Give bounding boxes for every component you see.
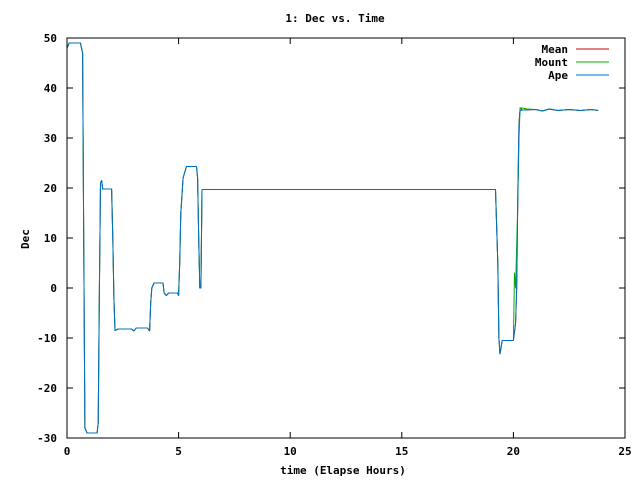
y-tick-label: 40	[44, 82, 57, 95]
series-line-ape	[66, 42, 599, 434]
x-tick-label: 25	[618, 445, 631, 458]
plot-frame	[66, 37, 626, 439]
x-tick-label: 5	[175, 445, 182, 458]
y-tick-label: 50	[44, 32, 57, 45]
x-tick-label: 0	[64, 445, 71, 458]
legend-label-mount: Mount	[535, 56, 568, 69]
y-tick-label: -20	[37, 382, 57, 395]
x-tick-label: 10	[284, 445, 297, 458]
y-tick-label: 0	[50, 282, 57, 295]
chart-title: 1: Dec vs. Time	[285, 12, 385, 25]
series-line-mount	[66, 42, 599, 434]
series-line-mean	[66, 42, 599, 434]
y-tick-label: -10	[37, 332, 57, 345]
legend-label-ape: Ape	[548, 69, 568, 82]
x-tick-label: 20	[507, 445, 520, 458]
plot-area	[66, 42, 599, 434]
y-axis-label: Dec	[19, 229, 32, 249]
y-tick-label: 10	[44, 232, 57, 245]
axis-ticks: 0 5 10 15 20 25 -30 -20 -10 0 10 20 30 40 50	[37, 32, 632, 458]
x-axis-label: time (Elapse Hours)	[280, 464, 406, 477]
y-tick-label: 20	[44, 182, 57, 195]
y-tick-label: 30	[44, 132, 57, 145]
legend-label-mean: Mean	[542, 43, 569, 56]
x-tick-label: 15	[395, 445, 408, 458]
y-tick-label: -30	[37, 432, 57, 445]
